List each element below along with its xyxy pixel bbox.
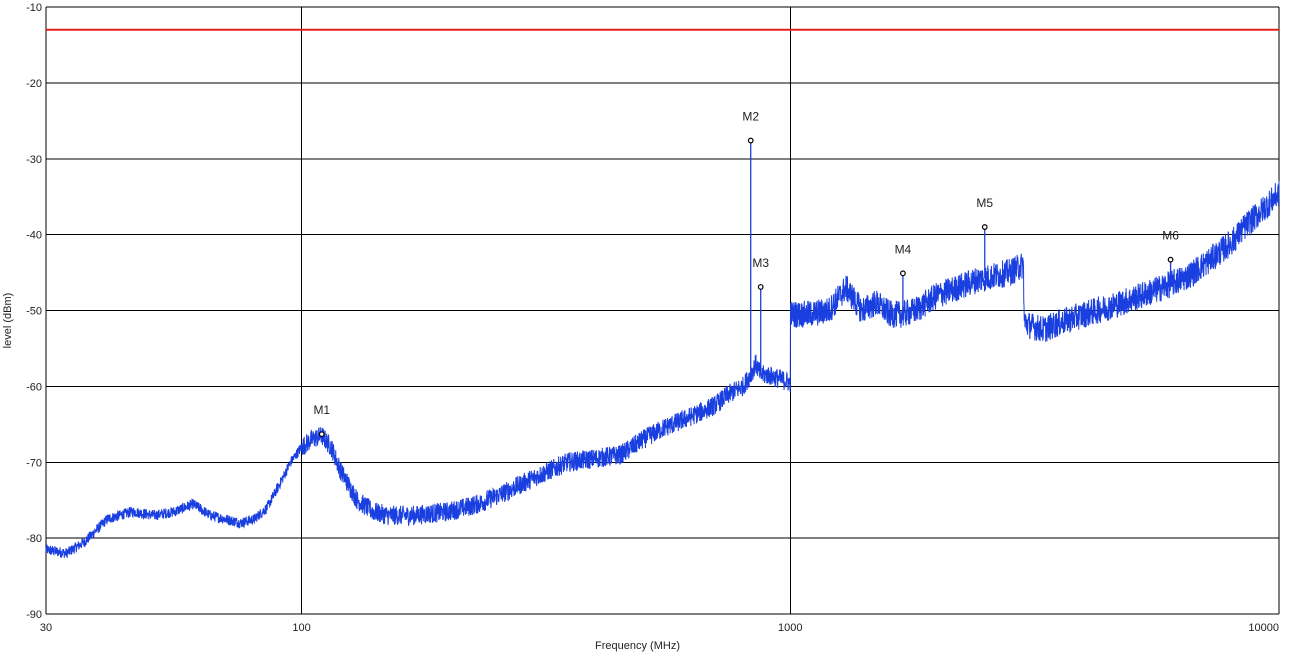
marker-label: M2 [742, 110, 759, 124]
trace-group [45, 180, 1280, 559]
y-tick-label: -90 [26, 609, 42, 621]
y-tick-label: -60 [26, 381, 42, 393]
y-tick-label: -10 [26, 2, 42, 14]
y-tick-label: -80 [26, 533, 42, 545]
y-tick-label: -50 [26, 306, 42, 318]
marker-label: M1 [313, 403, 330, 417]
x-axis-label: Frequency (MHz) [595, 640, 680, 652]
marker-point [899, 270, 906, 277]
y-axis-label: level (dBm) [2, 293, 14, 349]
x-tick-label: 1000 [778, 622, 802, 634]
marker-point [1167, 256, 1174, 263]
x-tick-label: 30 [40, 622, 52, 634]
marker-label: M6 [1162, 229, 1179, 243]
marker-label: M4 [895, 242, 912, 256]
x-tick-label: 10000 [1248, 622, 1279, 634]
marker-point [747, 137, 754, 144]
y-tick-labels: -10 -20 -30 -40 -50 -60 -70 -80 -90 [26, 2, 42, 621]
y-tick-label: -30 [26, 154, 42, 166]
marker-point [318, 431, 325, 438]
x-tick-labels: 30 100 1000 10000 [40, 622, 1279, 634]
markers-group: M1 M2 M3 M4 M5 M6 [313, 110, 1179, 438]
marker-point [757, 284, 764, 290]
y-tick-label: -20 [26, 78, 42, 90]
grid-lines [45, 6, 1280, 615]
marker-label: M5 [976, 196, 993, 210]
marker-point [981, 224, 988, 230]
y-tick-label: -70 [26, 457, 42, 469]
x-tick-label: 100 [292, 622, 310, 634]
y-tick-label: -40 [26, 230, 42, 242]
marker-label: M3 [752, 256, 769, 270]
trace-line [45, 180, 1280, 559]
